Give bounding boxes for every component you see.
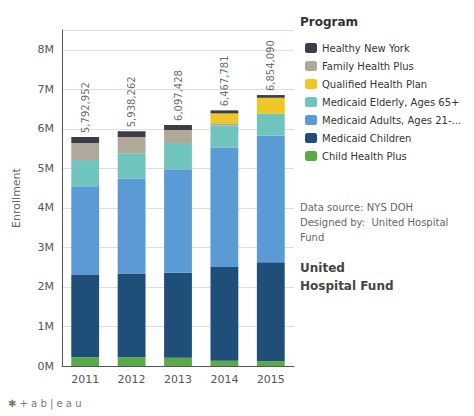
svg-text:Program: Program xyxy=(300,15,358,29)
svg-text:Medicaid Elderly, Ages 65+: Medicaid Elderly, Ages 65+ xyxy=(322,97,459,108)
svg-text:2015: 2015 xyxy=(257,373,285,386)
svg-text:2M: 2M xyxy=(38,280,55,293)
svg-text:✱ + a b | e a u: ✱ + a b | e a u xyxy=(8,398,81,410)
svg-text:Medicaid Children: Medicaid Children xyxy=(322,133,411,144)
svg-text:8M: 8M xyxy=(38,43,55,56)
svg-text:5,938,262: 5,938,262 xyxy=(126,76,137,127)
svg-text:Qualified Health Plan: Qualified Health Plan xyxy=(322,79,427,90)
svg-text:Fund: Fund xyxy=(300,232,324,243)
svg-text:0M: 0M xyxy=(38,360,55,373)
svg-text:2011: 2011 xyxy=(71,373,99,386)
svg-text:2014: 2014 xyxy=(210,373,238,386)
svg-text:6M: 6M xyxy=(38,122,55,135)
svg-text:Child Health Plus: Child Health Plus xyxy=(322,151,407,162)
svg-text:1M: 1M xyxy=(38,320,55,333)
svg-text:4M: 4M xyxy=(38,201,55,214)
svg-text:Family Health Plus: Family Health Plus xyxy=(322,61,414,72)
svg-text:Data source: NYS DOH: Data source: NYS DOH xyxy=(300,202,413,213)
svg-text:Enrollment: Enrollment xyxy=(10,167,23,227)
svg-text:Healthy New York: Healthy New York xyxy=(322,43,410,54)
svg-text:Medicaid Adults, Ages 21-...: Medicaid Adults, Ages 21-... xyxy=(322,115,461,126)
svg-text:6,467,781: 6,467,781 xyxy=(219,55,230,106)
svg-text:2013: 2013 xyxy=(164,373,192,386)
svg-text:6,097,428: 6,097,428 xyxy=(173,70,184,121)
svg-text:United: United xyxy=(300,261,345,275)
svg-text:7M: 7M xyxy=(38,83,55,96)
svg-text:2012: 2012 xyxy=(118,373,146,386)
svg-text:3M: 3M xyxy=(38,241,55,254)
svg-text:5M: 5M xyxy=(38,162,55,175)
svg-text:5,792,952: 5,792,952 xyxy=(80,82,91,133)
svg-text:Designed by: United Hospital: Designed by: United Hospital xyxy=(300,217,448,228)
svg-text:6,854,090: 6,854,090 xyxy=(265,40,276,91)
svg-text:Hospital Fund: Hospital Fund xyxy=(300,279,394,293)
